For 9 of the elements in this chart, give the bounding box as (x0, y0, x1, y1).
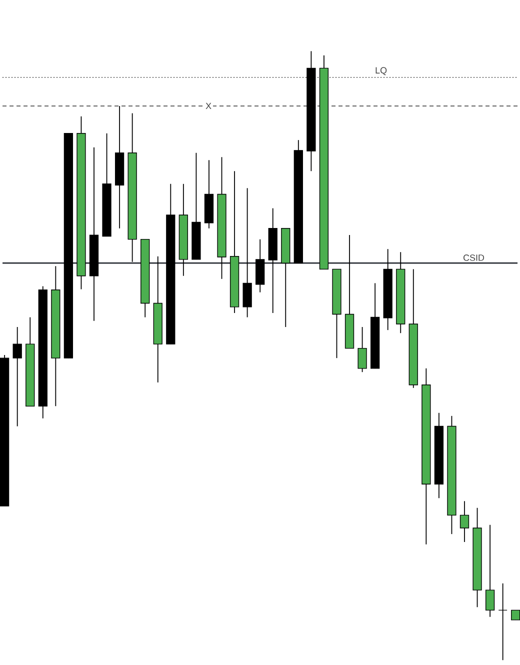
candlestick (485, 524, 495, 618)
candlestick (242, 188, 252, 318)
candlestick (12, 326, 22, 427)
ref-line-label: X (206, 102, 212, 110)
candlestick (460, 500, 469, 542)
candlestick (498, 582, 508, 661)
candlestick (358, 326, 367, 373)
ref-line-label: LQ (376, 67, 387, 76)
ref-line-label: CSID (463, 254, 484, 261)
